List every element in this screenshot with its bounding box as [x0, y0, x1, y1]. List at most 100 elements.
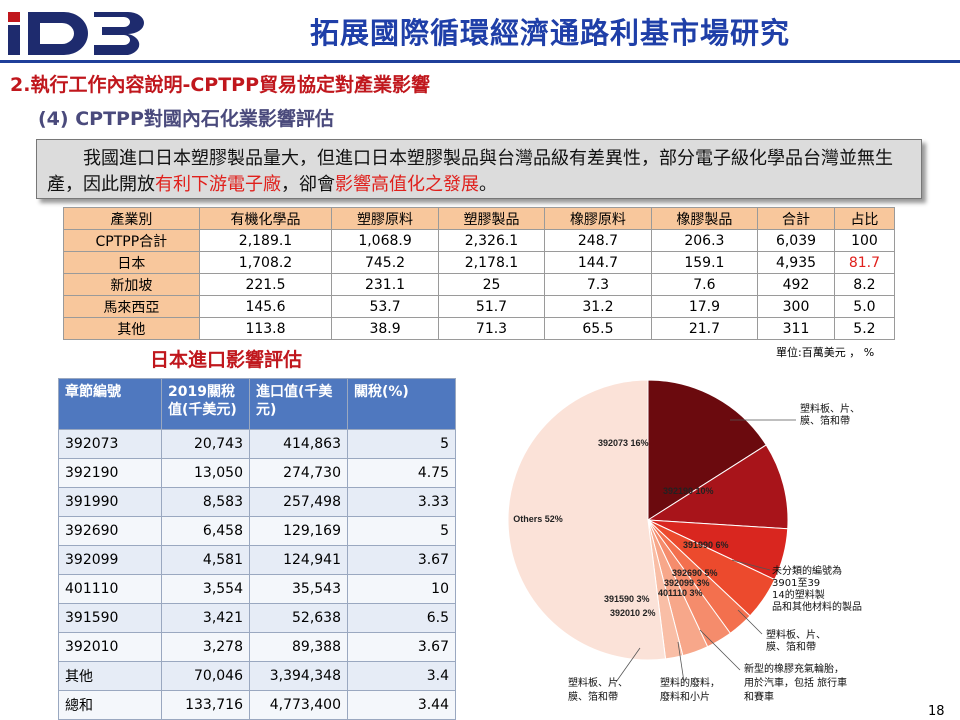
import-cell: 129,169 — [249, 516, 348, 546]
table-header-row: 產業別 有機化學品 塑膠原料 塑膠製品 橡膠原料 橡膠製品 合計 占比 — [63, 207, 896, 230]
rate-cell: 5 — [347, 516, 456, 546]
rate-cell: 4.75 — [347, 458, 456, 488]
tariff-cell: 8,583 — [161, 487, 250, 517]
code-cell: 392190 — [58, 458, 162, 488]
table-cell: 113.8 — [198, 317, 333, 340]
table-cell: 745.2 — [331, 251, 439, 274]
subsection-title: (4) CPTPP對國內石化業影響評估 — [38, 108, 334, 130]
table-cell: 159.1 — [650, 251, 759, 274]
tariff-cell: 13,050 — [161, 458, 250, 488]
pie-slice-label: 391590 3% — [604, 594, 650, 604]
table-row: 392099 4,581 124,941 3.67 — [58, 545, 456, 575]
table-cell: 1,708.2 — [198, 251, 333, 274]
table-cell: 7.6 — [650, 273, 759, 296]
pie-slice — [647, 379, 767, 521]
header-cell: 產業別 — [63, 207, 200, 230]
pie-annotation: 品和其他材料的製品 — [772, 600, 862, 613]
pie-slice — [507, 379, 667, 661]
table-row: 馬來西亞 145.6 53.7 51.7 31.2 17.9 300 5.0 — [63, 295, 896, 318]
table-cell: 5.2 — [833, 317, 896, 340]
pie-slice-label: 392073 16% — [598, 438, 649, 448]
tariff-cell: 3,278 — [161, 632, 250, 662]
pie-annotation: 膜、箔和帶 — [568, 690, 618, 703]
code-cell: 391590 — [58, 603, 162, 633]
table-cell: 21.7 — [650, 317, 759, 340]
annotation-leader-line — [737, 609, 763, 635]
annotation-leader-line — [677, 641, 685, 683]
import-cell: 414,863 — [249, 429, 348, 459]
pie-slice-label: 401110 3% — [658, 588, 703, 598]
unit-note: 單位:百萬美元 ， % — [776, 346, 875, 359]
row-label: 日本 — [63, 251, 200, 274]
table-cell: 71.3 — [437, 317, 546, 340]
header-cell: 合計 — [757, 207, 835, 230]
pie-annotation: 和賽車 — [744, 690, 774, 703]
row-label: 馬來西亞 — [63, 295, 200, 318]
header-cell: 橡膠製品 — [650, 207, 759, 230]
import-cell: 52,638 — [249, 603, 348, 633]
table-row: 392190 13,050 274,730 4.75 — [58, 458, 456, 488]
table-row: 401110 3,554 35,543 10 — [58, 574, 456, 604]
table-row: 其他 113.8 38.9 71.3 65.5 21.7 311 5.2 — [63, 317, 896, 340]
table-cell: 100 — [833, 229, 896, 252]
table-cell: 7.3 — [544, 273, 652, 296]
page-number: 18 — [928, 704, 945, 719]
code-cell: 392073 — [58, 429, 162, 459]
table-cell: 2,178.1 — [437, 251, 546, 274]
tariff-cell: 70,046 — [161, 661, 250, 691]
import-cell: 3,394,348 — [249, 661, 348, 691]
pie-annotation: 廢料和小片 — [660, 690, 710, 703]
table-row: 391590 3,421 52,638 6.5 — [58, 603, 456, 633]
table-header-row: 章節編號 2019關稅值(千美元) 進口值(千美元) 關稅(%) — [58, 378, 456, 430]
pie-annotation: 膜、箔和帶 — [766, 640, 816, 653]
table-row: 392690 6,458 129,169 5 — [58, 516, 456, 546]
table-cell: 144.7 — [544, 251, 652, 274]
row-label: 其他 — [63, 317, 200, 340]
japan-section-title: 日本進口影響評估 — [150, 349, 303, 371]
rate-cell: 3.44 — [347, 690, 456, 720]
industry-impact-table: 產業別 有機化學品 塑膠原料 塑膠製品 橡膠原料 橡膠製品 合計 占比 CPTP… — [63, 207, 896, 340]
header-cell: 塑膠原料 — [331, 207, 439, 230]
japan-import-pie-chart: 392073 16%392190 10%391990 6%392690 5%39… — [507, 379, 862, 703]
tariff-cell: 4,581 — [161, 545, 250, 575]
code-cell: 其他 — [58, 661, 162, 691]
pie-annotation: 塑料的廢料， — [660, 676, 720, 689]
table-row: CPTPP合計 2,189.1 1,068.9 2,326.1 248.7 20… — [63, 229, 896, 252]
table-cell: 51.7 — [437, 295, 546, 318]
tariff-cell: 3,421 — [161, 603, 250, 633]
rate-cell: 6.5 — [347, 603, 456, 633]
callout-highlight-1: 有利下游電子廠 — [155, 174, 281, 195]
callout-text-2: ，卻會 — [281, 174, 335, 195]
pie-annotation: 未分類的編號為 — [772, 564, 842, 577]
import-cell: 35,543 — [249, 574, 348, 604]
header-cell: 章節編號 — [58, 378, 162, 430]
annotation-leader-line — [699, 629, 741, 671]
tariff-cell: 133,716 — [161, 690, 250, 720]
header-cell: 占比 — [833, 207, 896, 230]
title-divider — [0, 60, 960, 63]
table-cell: 53.7 — [331, 295, 439, 318]
table-row: 392010 3,278 89,388 3.67 — [58, 632, 456, 662]
table-row: 日本 1,708.2 745.2 2,178.1 144.7 159.1 4,9… — [63, 251, 896, 274]
pie-annotation: 塑料板、片、 — [800, 402, 860, 415]
table-row: 392073 20,743 414,863 5 — [58, 429, 456, 459]
header-cell: 進口值(千美元) — [249, 378, 348, 430]
table-cell: 25 — [437, 273, 546, 296]
rate-cell: 3.67 — [347, 632, 456, 662]
logo-mark — [8, 12, 144, 55]
japan-import-table: 章節編號 2019關稅值(千美元) 進口值(千美元) 關稅(%) 392073 2… — [58, 378, 456, 720]
row-label: 新加坡 — [63, 273, 200, 296]
rate-cell: 5 — [347, 429, 456, 459]
header-cell: 有機化學品 — [198, 207, 333, 230]
callout-text-3: 。 — [479, 174, 497, 195]
pie-annotation: 塑料板、片、 — [568, 676, 628, 689]
pie-slice-label: 392099 3% — [664, 578, 710, 588]
tariff-cell: 20,743 — [161, 429, 250, 459]
table-cell: 1,068.9 — [331, 229, 439, 252]
table-cell: 311 — [757, 317, 835, 340]
tariff-cell: 3,554 — [161, 574, 250, 604]
section-title: 2.執行工作內容說明-CPTPP貿易協定對產業影響 — [10, 74, 431, 96]
table-cell: 231.1 — [331, 273, 439, 296]
row-label: CPTPP合計 — [63, 229, 200, 252]
code-cell: 總和 — [58, 690, 162, 720]
